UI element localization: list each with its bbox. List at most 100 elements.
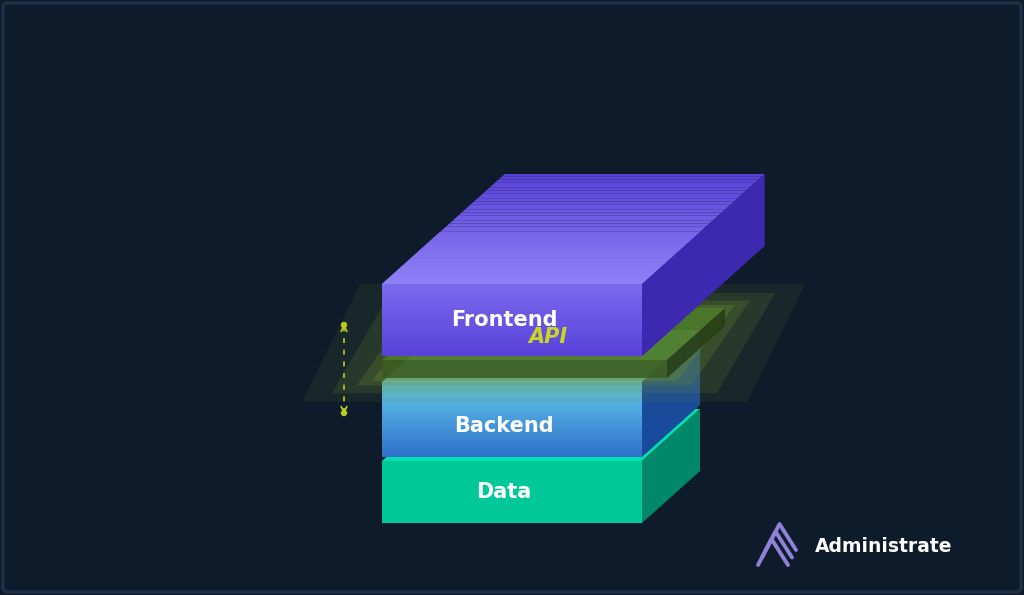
Polygon shape [382,497,642,500]
Polygon shape [382,421,642,423]
Polygon shape [382,428,642,431]
Polygon shape [397,268,660,270]
Polygon shape [382,427,642,429]
Polygon shape [382,516,642,518]
Polygon shape [382,350,642,352]
Polygon shape [382,494,642,497]
Polygon shape [382,394,642,397]
Polygon shape [382,465,642,467]
Polygon shape [382,385,642,387]
Polygon shape [382,393,642,395]
Polygon shape [428,240,691,243]
Polygon shape [382,487,642,489]
Polygon shape [382,496,642,498]
Polygon shape [382,391,642,393]
Circle shape [341,322,346,327]
Polygon shape [382,423,642,425]
Polygon shape [443,226,707,229]
Polygon shape [382,396,642,399]
Polygon shape [471,202,734,204]
Polygon shape [477,196,740,199]
Polygon shape [382,425,642,427]
Polygon shape [382,387,642,390]
Polygon shape [382,486,642,487]
Polygon shape [382,296,642,299]
Polygon shape [667,308,725,378]
Polygon shape [382,353,642,356]
Polygon shape [382,336,642,338]
Polygon shape [382,478,642,480]
Polygon shape [382,346,642,349]
Polygon shape [489,185,753,188]
Polygon shape [391,273,654,275]
Polygon shape [382,289,642,291]
Polygon shape [382,512,642,513]
Polygon shape [453,218,716,221]
Polygon shape [462,210,725,212]
Polygon shape [382,298,642,300]
Polygon shape [382,519,642,521]
Polygon shape [382,441,642,444]
Polygon shape [382,312,642,315]
Polygon shape [385,278,648,281]
Polygon shape [422,246,685,248]
Polygon shape [382,449,642,452]
Polygon shape [382,443,642,446]
Polygon shape [480,193,743,196]
Polygon shape [425,243,688,246]
Polygon shape [382,513,642,515]
Polygon shape [382,408,642,410]
Polygon shape [431,237,694,240]
Polygon shape [382,291,642,293]
Polygon shape [382,314,642,317]
Polygon shape [382,339,642,342]
Polygon shape [382,455,642,457]
Polygon shape [496,180,759,182]
Polygon shape [440,229,703,231]
Polygon shape [382,445,642,447]
Polygon shape [437,231,700,234]
Text: Data: Data [476,482,531,502]
Polygon shape [400,265,664,268]
Polygon shape [382,389,642,392]
Polygon shape [382,360,667,378]
Polygon shape [388,275,651,278]
Polygon shape [382,440,642,442]
Polygon shape [302,284,805,402]
Polygon shape [372,305,735,381]
Polygon shape [502,174,765,177]
Polygon shape [382,430,642,433]
Polygon shape [382,308,725,360]
Polygon shape [382,453,642,455]
Text: Frontend: Frontend [451,310,557,330]
Polygon shape [382,381,642,384]
Polygon shape [413,253,676,256]
Polygon shape [382,318,642,320]
Polygon shape [382,325,642,327]
Polygon shape [410,256,673,259]
Polygon shape [642,330,700,457]
Polygon shape [382,484,642,486]
Polygon shape [382,451,642,453]
Polygon shape [382,323,642,325]
Polygon shape [382,399,642,401]
Polygon shape [382,464,642,466]
Polygon shape [382,490,642,492]
Polygon shape [382,406,642,408]
Polygon shape [382,482,642,484]
Polygon shape [382,468,642,470]
Polygon shape [382,330,642,333]
Polygon shape [382,400,642,403]
Polygon shape [382,481,642,483]
Polygon shape [382,501,642,503]
Polygon shape [403,262,667,265]
Polygon shape [499,177,762,180]
Polygon shape [382,447,642,449]
Polygon shape [382,281,645,284]
Polygon shape [382,404,642,406]
Polygon shape [382,321,642,324]
Polygon shape [456,215,719,218]
Polygon shape [382,341,642,343]
Polygon shape [382,330,700,382]
Polygon shape [382,479,642,481]
